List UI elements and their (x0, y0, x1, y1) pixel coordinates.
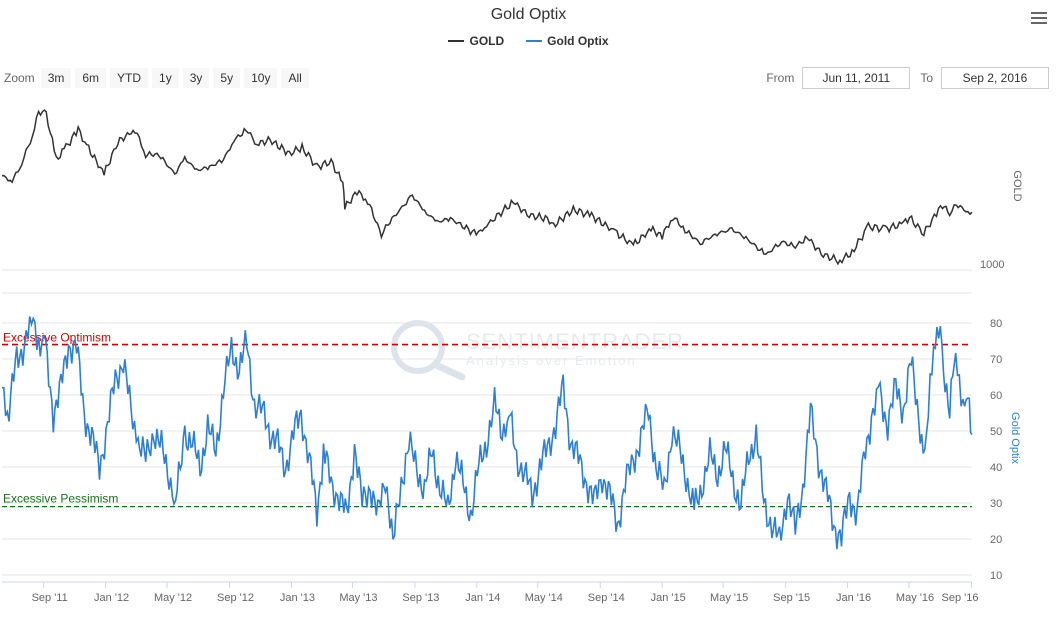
optimism-threshold-label: Excessive Optimism (3, 331, 111, 345)
zoom-1y-button[interactable]: 1y (152, 68, 179, 88)
legend-swatch-gold-optix (526, 40, 543, 42)
gold-axis-tick-1000: 1000 (980, 259, 1004, 271)
watermark-brand: SENTIMENTRADER (466, 329, 684, 354)
x-axis-tick-label: May '13 (339, 592, 377, 604)
to-label: To (920, 71, 933, 85)
optix-series-line (1, 316, 973, 550)
zoom-6m-button[interactable]: 6m (75, 68, 107, 88)
x-axis-tick-label: Sep '13 (402, 592, 439, 604)
to-date-input[interactable]: Sep 2, 2016 (941, 67, 1049, 89)
optix-axis-tick-30: 30 (990, 498, 1002, 510)
optix-axis-label: Gold Optix (1009, 412, 1021, 464)
legend-item-gold-optix[interactable]: Gold Optix (526, 34, 609, 48)
optix-axis-tick-20: 20 (990, 534, 1002, 546)
x-axis-tick-label: May '14 (525, 592, 563, 604)
zoom-all-button[interactable]: All (281, 68, 309, 88)
optix-axis-tick-40: 40 (990, 462, 1002, 474)
x-axis-tick-label: Jan '15 (651, 592, 686, 604)
optix-axis-tick-60: 60 (990, 390, 1002, 402)
x-axis-tick-label: Sep '12 (217, 592, 254, 604)
legend: GOLD Gold Optix (0, 34, 1057, 48)
optix-axis-tick-50: 50 (990, 426, 1002, 438)
legend-item-gold[interactable]: GOLD (448, 34, 504, 48)
from-label: From (766, 71, 795, 85)
zoom-ytd-button[interactable]: YTD (110, 68, 149, 88)
zoom-5y-button[interactable]: 5y (213, 68, 241, 88)
gold-pane: 1000 GOLD (1, 109, 1023, 271)
legend-label-gold-optix: Gold Optix (547, 34, 609, 48)
x-axis-tick-label: Jan '13 (280, 592, 315, 604)
x-axis-tick-label: May '16 (896, 592, 934, 604)
hamburger-menu-icon[interactable] (1031, 12, 1047, 26)
x-axis-tick-label: Sep '16 (942, 592, 979, 604)
watermark-tagline: Analysis over Emotion (466, 353, 637, 368)
from-date-input[interactable]: Jun 11, 2011 (802, 67, 911, 89)
x-axis-tick-label: Jan '16 (836, 592, 871, 604)
pessimism-threshold-label: Excessive Pessimism (3, 492, 118, 506)
optix-axis-tick-10: 10 (990, 570, 1002, 582)
zoom-3y-button[interactable]: 3y (182, 68, 210, 88)
watermark-handle (432, 361, 466, 381)
gold-series-line (1, 109, 973, 266)
legend-swatch-gold (448, 40, 465, 42)
x-axis-tick-label: Sep '14 (588, 592, 625, 604)
gold-axis-label: GOLD (1011, 170, 1023, 201)
optix-pane: 10 20 30 40 50 60 70 80 Gold Optix Excessive Op… (1, 292, 1021, 582)
x-axis-tick-label: May '15 (710, 592, 748, 604)
zoom-bar: Zoom 3m 6m YTD 1y 3y 5y 10y All (4, 68, 313, 88)
zoom-10y-button[interactable]: 10y (244, 68, 278, 88)
zoom-3m-button[interactable]: 3m (40, 68, 72, 88)
legend-label-gold: GOLD (469, 34, 505, 48)
zoom-label: Zoom (4, 71, 35, 85)
x-axis-tick-label: Jan '14 (465, 592, 500, 604)
x-axis-tick-label: Sep '15 (773, 592, 810, 604)
optix-axis-tick-80: 80 (990, 318, 1002, 330)
optix-axis-tick-70: 70 (990, 354, 1002, 366)
watermark: SENTIMENTRADER Analysis over Emotion (391, 320, 684, 381)
x-axis-tick-label: May '12 (154, 592, 192, 604)
date-range: From Jun 11, 2011 To Sep 2, 2016 (766, 67, 1049, 89)
x-axis-tick-label: Sep '11 (32, 592, 68, 604)
chart-title: Gold Optix (490, 6, 567, 23)
x-axis-tick-label: Jan '12 (94, 592, 129, 604)
